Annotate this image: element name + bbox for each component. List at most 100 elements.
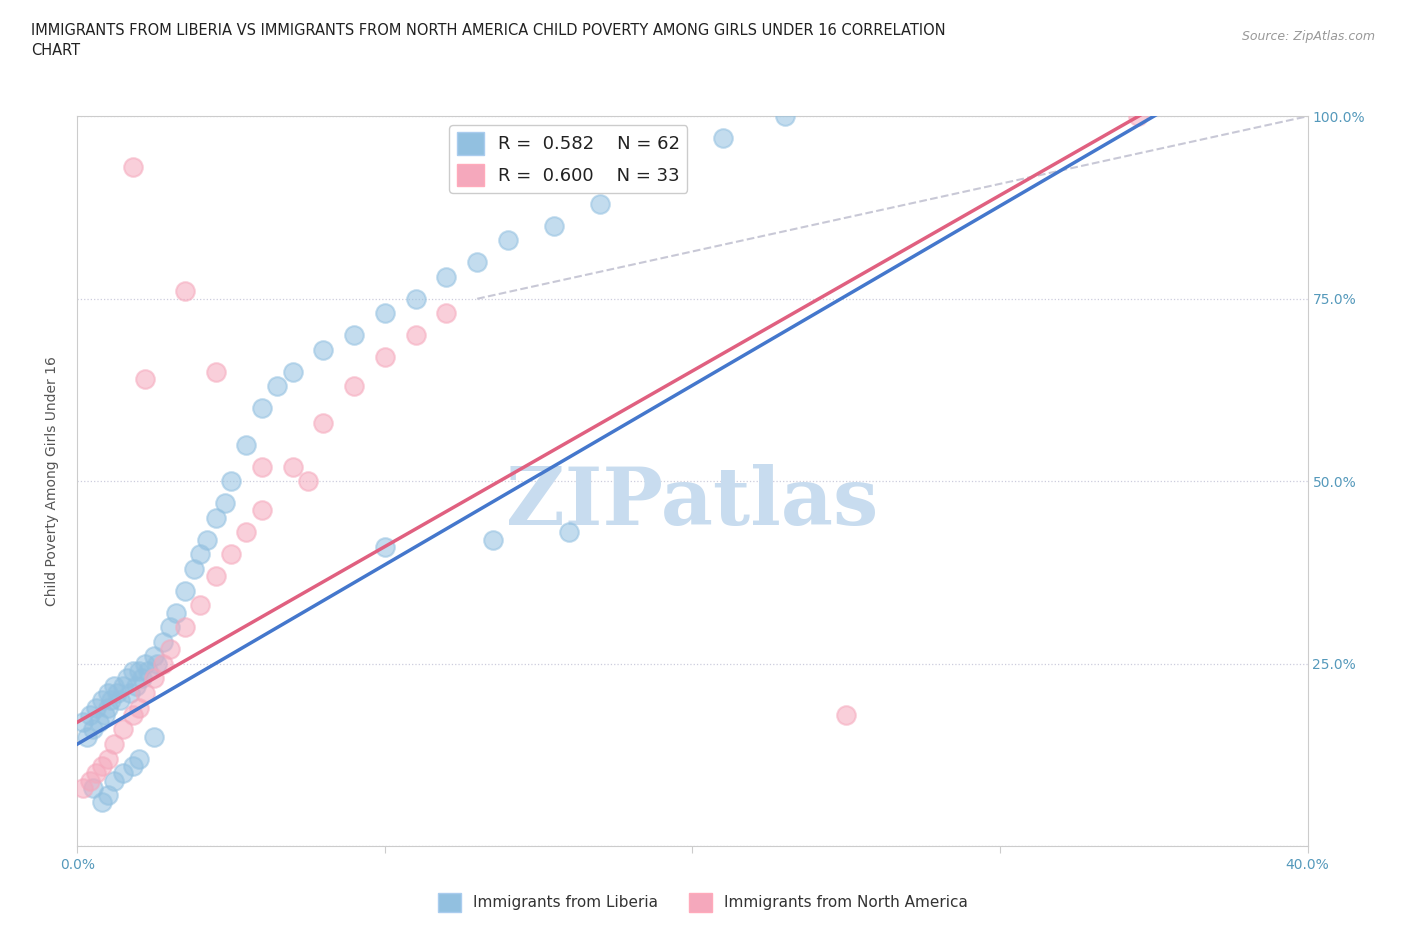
Point — [281, 459, 304, 474]
Point — [188, 547, 212, 562]
Point — [481, 532, 503, 547]
Point — [103, 773, 125, 788]
Point — [143, 649, 166, 664]
Point — [589, 196, 612, 211]
Point — [97, 685, 120, 700]
Point — [465, 255, 488, 270]
Point — [214, 496, 236, 511]
Point — [143, 671, 166, 685]
Point — [90, 795, 114, 810]
Point — [374, 306, 396, 321]
Point — [112, 766, 135, 781]
Point — [436, 270, 458, 285]
Point — [121, 664, 143, 679]
Point — [235, 525, 257, 539]
Point — [82, 722, 104, 737]
Point — [82, 780, 104, 795]
Point — [159, 642, 181, 657]
Point — [543, 219, 565, 233]
Point — [204, 511, 226, 525]
Text: IMMIGRANTS FROM LIBERIA VS IMMIGRANTS FROM NORTH AMERICA CHILD POVERTY AMONG GIR: IMMIGRANTS FROM LIBERIA VS IMMIGRANTS FR… — [31, 23, 946, 58]
Point — [97, 751, 120, 766]
Point — [250, 459, 273, 474]
Point — [115, 671, 138, 685]
Point — [143, 729, 166, 744]
Point — [112, 678, 135, 693]
Point — [281, 365, 304, 379]
Point — [121, 708, 143, 723]
Point — [121, 759, 143, 774]
Point — [118, 685, 141, 700]
Point — [131, 671, 153, 685]
Point — [128, 700, 150, 715]
Point — [87, 715, 110, 730]
Point — [558, 525, 581, 539]
Point — [174, 284, 197, 299]
Point — [188, 598, 212, 613]
Point — [204, 569, 226, 584]
Point — [94, 708, 117, 723]
Point — [79, 773, 101, 788]
Point — [219, 547, 242, 562]
Point — [100, 693, 122, 708]
Point — [711, 131, 734, 146]
Point — [72, 780, 94, 795]
Point — [250, 503, 273, 518]
Point — [105, 685, 128, 700]
Point — [266, 379, 288, 393]
Point — [174, 583, 197, 598]
Point — [97, 700, 120, 715]
Text: Source: ZipAtlas.com: Source: ZipAtlas.com — [1241, 30, 1375, 43]
Point — [112, 722, 135, 737]
Point — [312, 342, 335, 357]
Point — [496, 232, 519, 247]
Point — [835, 708, 858, 723]
Point — [159, 620, 181, 635]
Point — [374, 350, 396, 365]
Point — [343, 379, 366, 393]
Point — [90, 759, 114, 774]
Point — [110, 693, 132, 708]
Point — [79, 708, 101, 723]
Point — [343, 328, 366, 343]
Point — [165, 605, 187, 620]
Point — [312, 416, 335, 431]
Point — [651, 167, 673, 182]
Point — [183, 562, 205, 577]
Point — [134, 657, 156, 671]
Point — [121, 160, 143, 175]
Point — [374, 539, 396, 554]
Point — [219, 474, 242, 489]
Point — [152, 634, 174, 649]
Point — [235, 437, 257, 452]
Point — [76, 729, 98, 744]
Point — [146, 657, 169, 671]
Point — [134, 685, 156, 700]
Point — [84, 766, 107, 781]
Point — [405, 328, 427, 343]
Point — [405, 291, 427, 306]
Point — [436, 306, 458, 321]
Point — [250, 401, 273, 416]
Legend: Immigrants from Liberia, Immigrants from North America: Immigrants from Liberia, Immigrants from… — [432, 887, 974, 918]
Point — [128, 664, 150, 679]
Point — [72, 715, 94, 730]
Point — [97, 788, 120, 803]
Point — [152, 657, 174, 671]
Point — [195, 532, 218, 547]
Point — [128, 751, 150, 766]
Point — [125, 678, 148, 693]
Point — [134, 372, 156, 387]
Point — [204, 365, 226, 379]
Point — [773, 109, 796, 124]
Point — [103, 678, 125, 693]
Text: ZIPatlas: ZIPatlas — [506, 464, 879, 542]
Point — [174, 620, 197, 635]
Point — [90, 693, 114, 708]
Point — [103, 737, 125, 751]
Point — [84, 700, 107, 715]
Point — [297, 474, 319, 489]
Point — [1128, 109, 1150, 124]
Y-axis label: Child Poverty Among Girls Under 16: Child Poverty Among Girls Under 16 — [45, 356, 59, 606]
Legend: R =  0.582    N = 62, R =  0.600    N = 33: R = 0.582 N = 62, R = 0.600 N = 33 — [450, 126, 688, 193]
